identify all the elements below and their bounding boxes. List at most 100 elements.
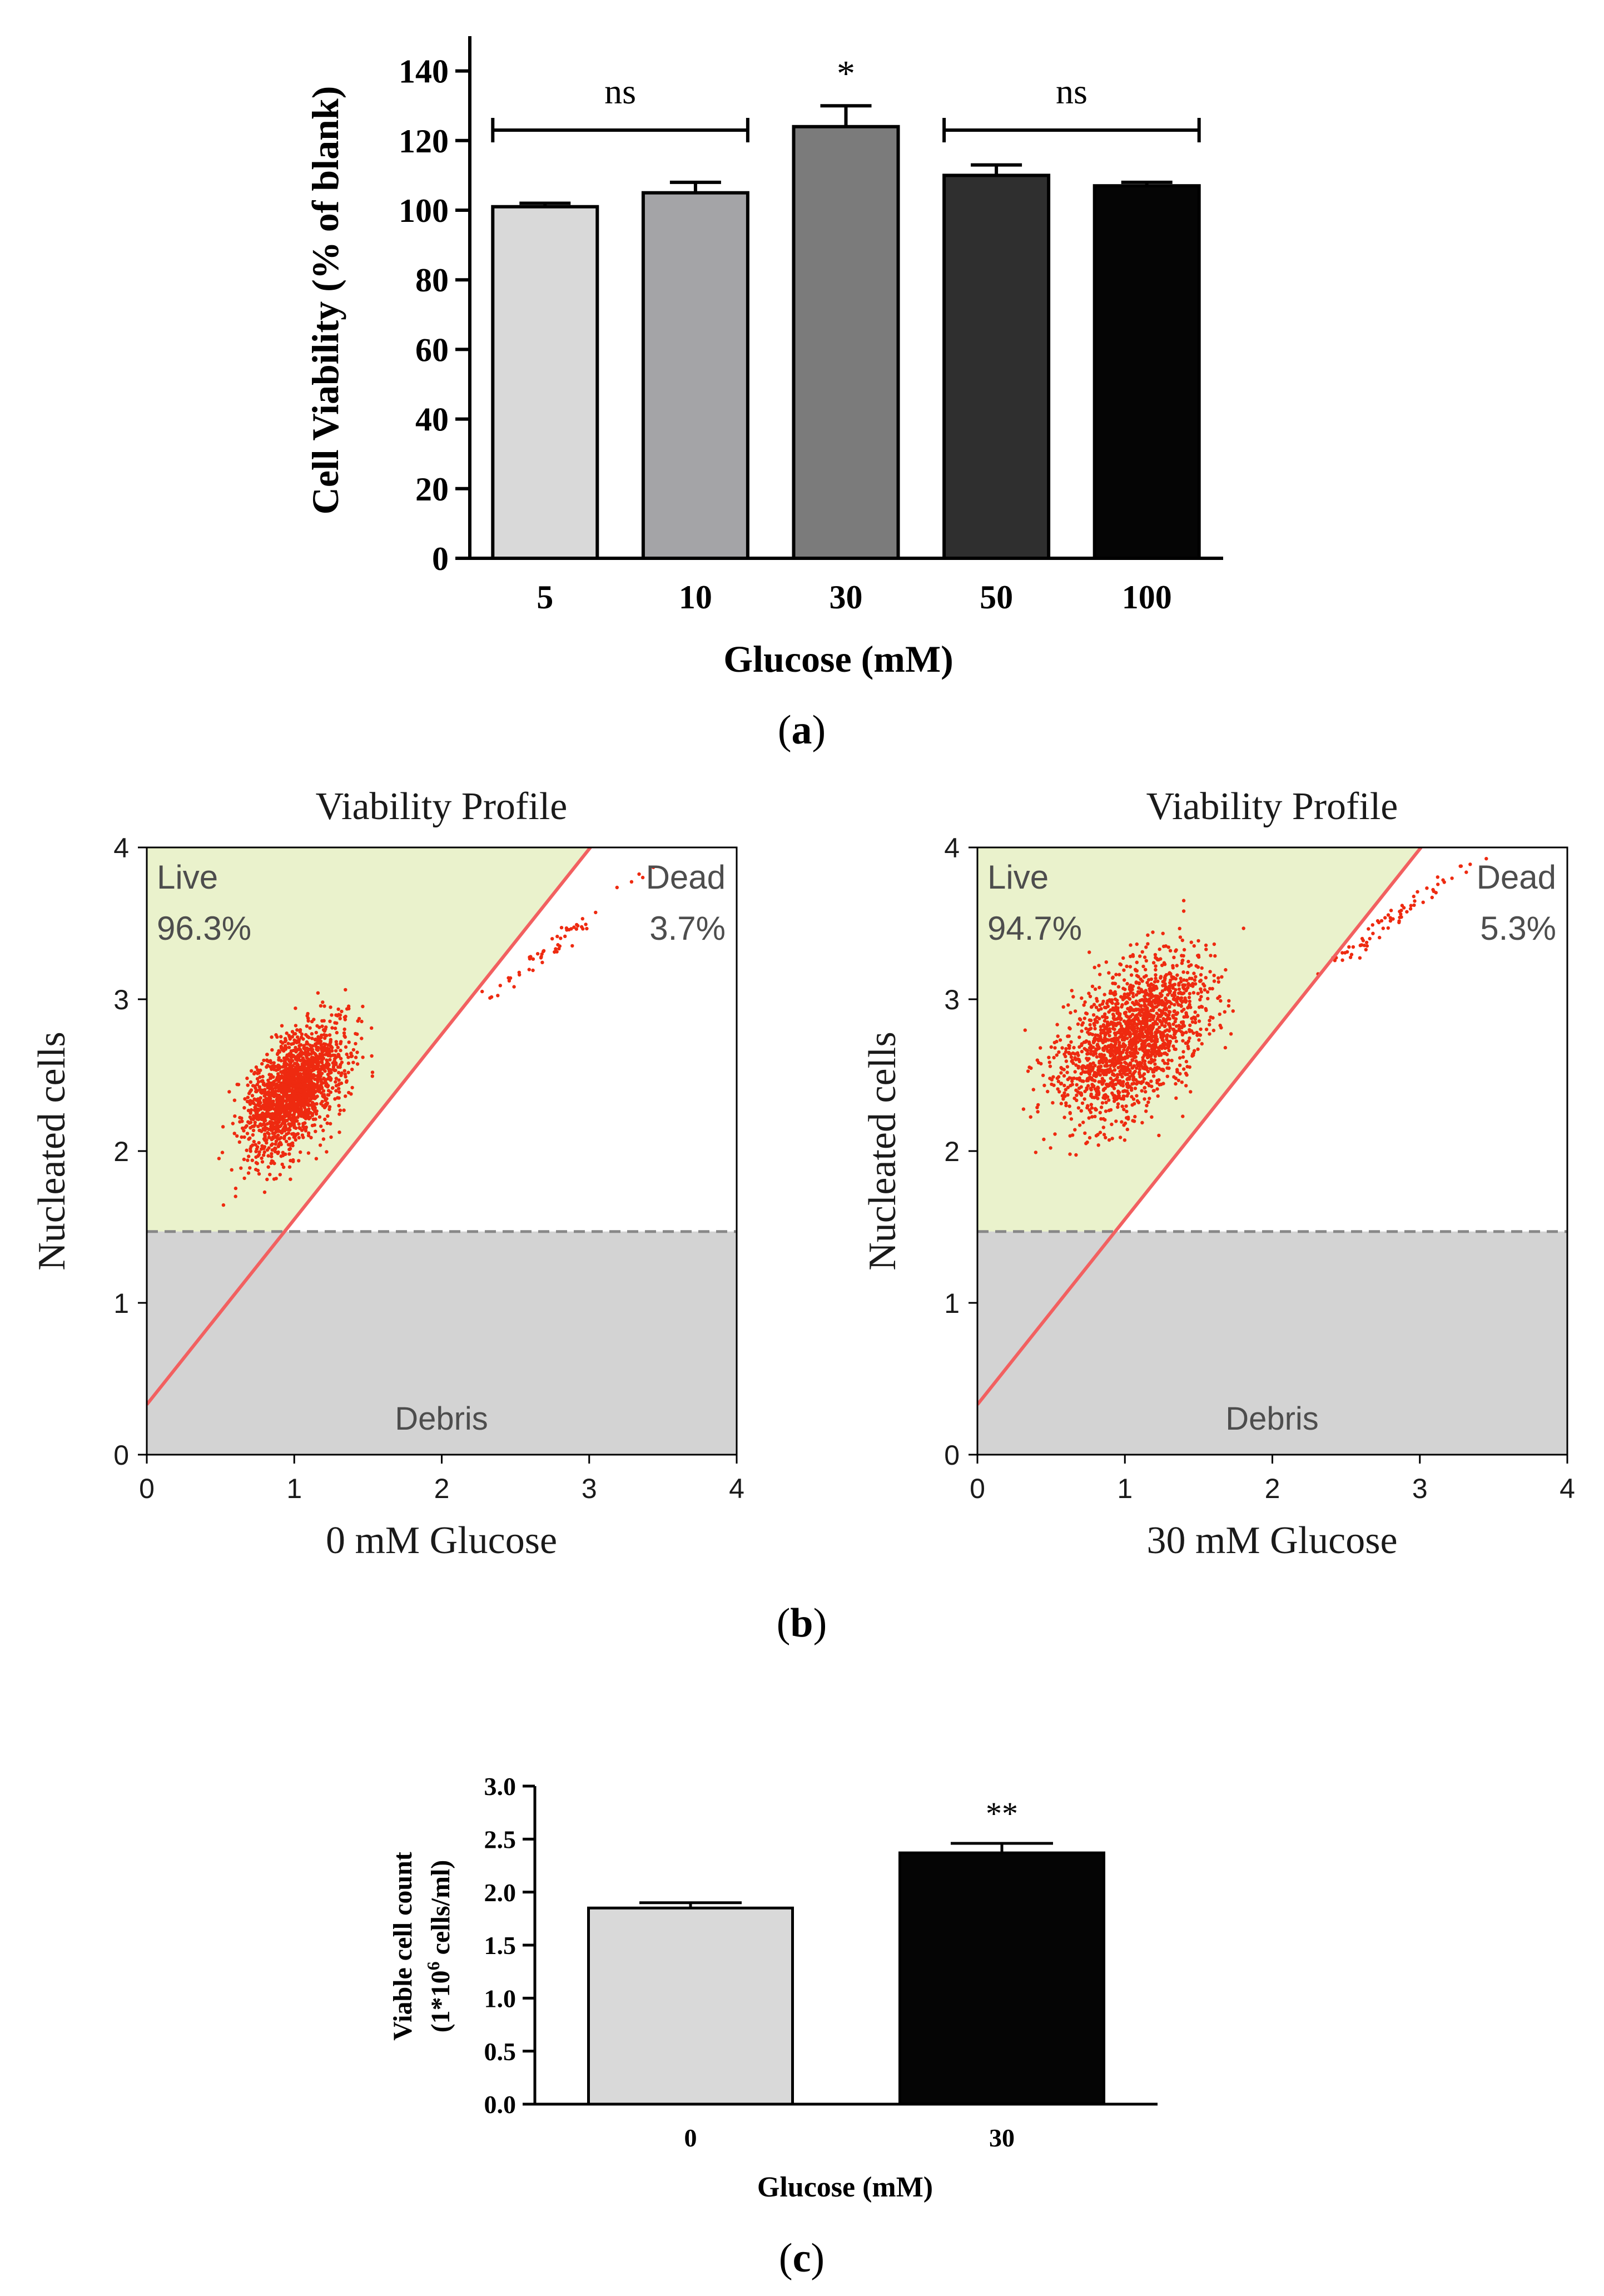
b-left-point-cluster-0 bbox=[321, 1128, 325, 1133]
b-right-point-cluster-0 bbox=[1035, 1105, 1039, 1109]
b-right-point-cluster-0 bbox=[1098, 1003, 1102, 1008]
b-left-point-cluster-1 bbox=[540, 952, 544, 956]
b-left-point-cluster-0 bbox=[272, 1064, 276, 1068]
a-y-tick-label: 40 bbox=[415, 401, 449, 438]
b-left-point-cluster-0 bbox=[310, 1093, 315, 1098]
b-right-point-cluster-0 bbox=[1141, 1025, 1145, 1030]
b-right-point-cluster-0 bbox=[1182, 991, 1186, 995]
b-right-point-cluster-0 bbox=[1198, 1033, 1203, 1037]
b-right-point-cluster-0 bbox=[1141, 1016, 1145, 1020]
b-right-point-cluster-1 bbox=[1391, 917, 1395, 921]
b-left-point-cluster-0 bbox=[272, 1162, 276, 1166]
b-right-point-cluster-0 bbox=[1189, 983, 1193, 988]
b-right-point-cluster-0 bbox=[1154, 968, 1158, 972]
b-right-point-cluster-0 bbox=[1117, 1094, 1121, 1098]
b-right-point-cluster-0 bbox=[1160, 989, 1165, 993]
b-right-point-cluster-1 bbox=[1413, 899, 1417, 903]
b-right-point-cluster-1 bbox=[1484, 857, 1488, 861]
b-left-point-cluster-0 bbox=[289, 1049, 294, 1053]
b-right-point-cluster-0 bbox=[1149, 986, 1153, 990]
b-right-point-cluster-0 bbox=[1161, 1059, 1165, 1063]
b-left-point-cluster-1 bbox=[555, 934, 559, 939]
b-left-point-cluster-0 bbox=[284, 1045, 288, 1050]
b-left-point-cluster-0 bbox=[247, 1121, 251, 1125]
b-left-point-cluster-0 bbox=[349, 1092, 353, 1096]
b-right-point-cluster-0 bbox=[1142, 1072, 1146, 1076]
b-left-point-cluster-0 bbox=[340, 1060, 344, 1064]
b-left-point-cluster-0 bbox=[281, 1165, 286, 1169]
b-right-point-cluster-0 bbox=[1121, 1071, 1126, 1075]
b-right-point-cluster-0 bbox=[1059, 1071, 1063, 1075]
b-left-point-cluster-0 bbox=[308, 1026, 312, 1030]
b-left-point-cluster-0 bbox=[262, 1145, 267, 1149]
b-right-point-cluster-1 bbox=[1379, 919, 1384, 923]
b-right-point-cluster-0 bbox=[1055, 1076, 1059, 1080]
b-right-point-cluster-0 bbox=[1091, 1013, 1096, 1017]
b-right-point-cluster-0 bbox=[1126, 1024, 1130, 1028]
b-right-point-cluster-0 bbox=[1066, 1085, 1070, 1089]
b-left-point-cluster-0 bbox=[287, 1147, 291, 1152]
c-y-tick-label: 3.0 bbox=[484, 1772, 517, 1801]
b-left-point-cluster-0 bbox=[279, 1135, 283, 1140]
b-right-point-cluster-0 bbox=[1147, 1031, 1151, 1035]
b-right-point-cluster-0 bbox=[1178, 1072, 1182, 1076]
b-left-point-cluster-0 bbox=[320, 1024, 324, 1028]
b-left-point-cluster-0 bbox=[259, 1123, 264, 1127]
b-left-point-cluster-1 bbox=[498, 984, 502, 988]
b-right-point-cluster-0 bbox=[1200, 1042, 1204, 1046]
b-left-live-pct: 96.3% bbox=[157, 910, 251, 947]
b-left-point-cluster-0 bbox=[270, 1035, 274, 1039]
b-right-point-cluster-0 bbox=[1168, 949, 1173, 953]
b-left-point-cluster-0 bbox=[294, 1057, 298, 1062]
b-right-point-cluster-0 bbox=[1113, 981, 1118, 986]
b-left-point-cluster-0 bbox=[297, 1159, 301, 1163]
b-right-point-cluster-0 bbox=[1126, 1117, 1130, 1121]
b-right-point-cluster-0 bbox=[1112, 1073, 1116, 1077]
b-right-point-cluster-0 bbox=[1098, 1110, 1103, 1115]
b-left-point-cluster-0 bbox=[266, 1078, 270, 1083]
b-right-point-cluster-0 bbox=[1176, 1003, 1180, 1007]
b-left-point-cluster-0 bbox=[323, 1036, 327, 1040]
b-left-point-cluster-0 bbox=[270, 1093, 274, 1098]
b-right-point-cluster-0 bbox=[1170, 993, 1174, 998]
b-left-point-cluster-1 bbox=[512, 985, 516, 989]
b-left-point-cluster-0 bbox=[349, 1051, 353, 1055]
b-left-x-label: 0 mM Glucose bbox=[326, 1519, 557, 1562]
b-right-point-cluster-0 bbox=[1212, 942, 1216, 946]
b-left-point-cluster-0 bbox=[274, 1078, 278, 1082]
b-left-point-cluster-0 bbox=[300, 1032, 304, 1037]
b-right-point-cluster-0 bbox=[1076, 1106, 1081, 1110]
b-left-point-cluster-1 bbox=[508, 976, 513, 980]
b-right-point-cluster-0 bbox=[1110, 1021, 1114, 1025]
a-annotation-star: * bbox=[837, 53, 855, 94]
b-right-point-cluster-0 bbox=[1153, 986, 1156, 990]
b-left-point-cluster-0 bbox=[342, 1031, 346, 1035]
b-right-point-cluster-0 bbox=[1132, 1038, 1136, 1042]
b-left-point-cluster-0 bbox=[221, 1203, 226, 1207]
b-right-point-cluster-0 bbox=[1153, 953, 1158, 957]
a-bar-50 bbox=[942, 173, 1051, 560]
b-left-point-cluster-0 bbox=[370, 1026, 374, 1030]
b-left-point-cluster-0 bbox=[286, 1072, 290, 1076]
b-left-point-cluster-0 bbox=[346, 1004, 351, 1008]
b-left-point-cluster-0 bbox=[302, 1086, 306, 1090]
b-left-point-cluster-0 bbox=[338, 1108, 342, 1113]
b-right-point-cluster-0 bbox=[1146, 1100, 1150, 1104]
b-left-point-cluster-0 bbox=[307, 1111, 311, 1115]
b-right-point-cluster-0 bbox=[1166, 1058, 1170, 1062]
b-left-point-cluster-0 bbox=[346, 1055, 350, 1059]
b-right-point-cluster-0 bbox=[1163, 982, 1167, 986]
b-left-point-cluster-0 bbox=[310, 1090, 314, 1095]
b-right-point-cluster-0 bbox=[1177, 987, 1181, 991]
b-right-point-cluster-0 bbox=[1171, 966, 1175, 970]
b-right-point-cluster-0 bbox=[1188, 1065, 1191, 1069]
b-left-point-cluster-0 bbox=[344, 1094, 347, 1098]
b-left-point-cluster-1 bbox=[637, 872, 641, 876]
b-right-point-cluster-1 bbox=[1412, 903, 1416, 908]
b-left-point-cluster-0 bbox=[316, 1040, 320, 1045]
b-left-point-cluster-0 bbox=[267, 1146, 271, 1150]
b-right-point-cluster-0 bbox=[1084, 1048, 1089, 1052]
b-left-point-cluster-0 bbox=[334, 1013, 338, 1017]
b-right-point-cluster-0 bbox=[1077, 1017, 1082, 1021]
b-right-point-cluster-0 bbox=[1099, 1028, 1103, 1032]
